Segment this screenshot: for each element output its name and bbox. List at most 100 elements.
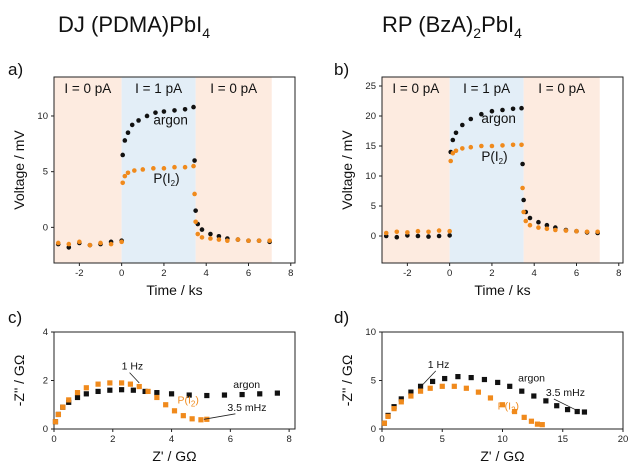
- point-argon: [544, 222, 550, 228]
- point-iodine: [544, 226, 550, 232]
- point-iodine: [383, 230, 389, 236]
- point-argon: [186, 392, 192, 398]
- point-iodine: [475, 389, 481, 395]
- point-argon: [221, 392, 228, 398]
- point-iodine: [151, 166, 156, 171]
- panel-c: 0 2 4 6 8 0 2 4 Z' / GΩ -Z'' / GΩ c) argon P(I2) 1 Hz…: [8, 308, 296, 464]
- point-iodine: [511, 408, 518, 415]
- point-argon: [453, 130, 459, 136]
- series-label-argon: argon: [481, 111, 516, 126]
- x-tick-label: 15: [557, 434, 568, 445]
- point-argon: [554, 403, 560, 409]
- point-iodine: [87, 242, 93, 248]
- point-argon: [74, 394, 81, 401]
- point-argon: [479, 111, 484, 117]
- point-argon: [153, 110, 158, 115]
- point-argon: [172, 108, 177, 113]
- point-argon: [408, 389, 414, 395]
- point-argon: [543, 398, 549, 404]
- point-iodine: [521, 414, 527, 420]
- x-axis-label: Time / ks: [474, 282, 530, 298]
- point-iodine: [171, 408, 178, 414]
- current-region-1: [449, 77, 524, 263]
- region-label-2: I = 0 pA: [538, 81, 585, 96]
- point-iodine: [66, 241, 72, 247]
- x-tick-label: 20: [618, 434, 629, 445]
- x-tick-label: 0: [51, 434, 56, 445]
- region-label-0: I = 0 pA: [64, 81, 111, 96]
- point-iodine: [448, 158, 454, 164]
- point-iodine: [180, 413, 186, 419]
- y-tick-label: 0: [371, 231, 376, 242]
- panel-letter: a): [8, 60, 23, 79]
- point-iodine: [595, 229, 600, 235]
- annotation-0: 1 Hz: [122, 361, 144, 373]
- point-argon: [274, 390, 280, 396]
- point-iodine: [172, 164, 177, 170]
- point-iodine: [125, 170, 131, 176]
- x-tick-label: 2: [110, 434, 115, 445]
- x-tick-label: 5: [440, 434, 445, 445]
- point-iodine: [52, 419, 59, 425]
- point-iodine: [528, 418, 535, 424]
- point-iodine: [499, 402, 506, 408]
- point-iodine: [426, 229, 431, 235]
- x-tick-label: 0: [119, 268, 124, 279]
- point-iodine: [60, 404, 66, 410]
- point-argon: [257, 391, 263, 397]
- x-tick-label: 4: [204, 268, 209, 279]
- point-iodine: [453, 148, 459, 154]
- point-argon: [481, 376, 488, 383]
- region-label-1: I = 1 pA: [135, 81, 182, 96]
- point-argon: [521, 197, 526, 203]
- point-iodine: [120, 180, 126, 186]
- y-axis-label: -Z'' / GΩ: [339, 355, 355, 407]
- point-argon: [216, 233, 222, 239]
- x-tick-label: 6: [246, 268, 251, 279]
- point-iodine: [198, 417, 204, 423]
- point-argon: [495, 379, 501, 386]
- point-iodine: [450, 150, 456, 156]
- point-iodine: [539, 422, 545, 428]
- point-argon: [66, 245, 72, 250]
- point-argon: [450, 137, 456, 143]
- column-title-left: DJ (PDMA)PbI4: [58, 12, 210, 41]
- point-iodine: [193, 219, 198, 225]
- point-argon: [136, 118, 141, 123]
- series-label-iodine: P(I2): [481, 149, 507, 166]
- point-argon: [239, 391, 245, 398]
- point-argon: [398, 396, 404, 402]
- x-tick-label: 2: [489, 268, 494, 279]
- current-region-2: [523, 77, 600, 263]
- point-iodine: [267, 238, 272, 244]
- point-argon: [95, 388, 101, 395]
- x-tick-label: 6: [228, 434, 233, 445]
- point-iodine: [385, 413, 391, 419]
- annotation-pointer: [129, 372, 140, 384]
- point-iodine: [394, 229, 400, 235]
- point-iodine: [119, 239, 124, 245]
- point-argon: [447, 233, 452, 238]
- point-iodine: [536, 225, 541, 230]
- point-argon: [118, 387, 125, 393]
- point-argon: [120, 152, 126, 158]
- point-iodine: [451, 383, 457, 389]
- point-iodine: [55, 411, 62, 418]
- point-iodine: [161, 166, 167, 171]
- point-argon: [83, 391, 89, 397]
- y-tick-label: 5: [371, 376, 376, 387]
- series-label-iodine: P(I2): [498, 401, 519, 415]
- y-tick-label: 5: [43, 167, 48, 178]
- y-tick-label: 5: [371, 201, 376, 212]
- point-iodine: [256, 238, 262, 244]
- point-iodine: [204, 416, 210, 422]
- y-tick-label: 0: [43, 424, 48, 435]
- annotation-pointer: [203, 413, 236, 420]
- point-iodine: [553, 227, 558, 233]
- panel-letter: c): [8, 308, 22, 327]
- series-label-argon: argon: [518, 372, 545, 384]
- point-iodine: [447, 228, 452, 234]
- point-iodine: [195, 231, 201, 237]
- x-tick-label: 0: [379, 434, 384, 445]
